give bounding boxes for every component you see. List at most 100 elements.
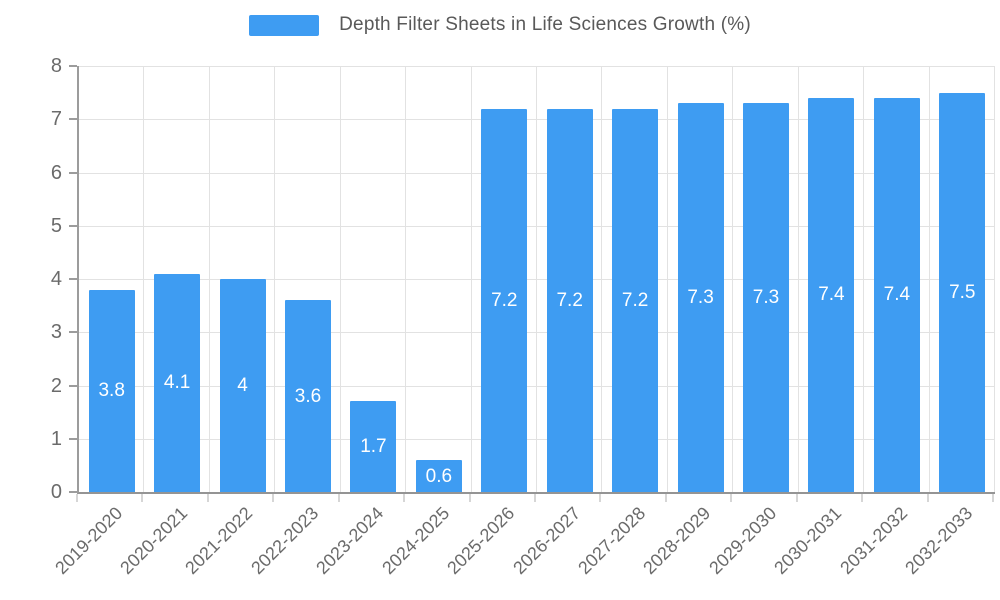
x-tick-label: 2032-2033	[901, 503, 977, 579]
y-tick-label: 3	[50, 321, 62, 344]
bar-2023-2024[interactable]: 1.7	[350, 401, 397, 492]
x-tick-mark	[861, 494, 864, 502]
gridline-horizontal	[79, 172, 995, 174]
bar-2026-2027[interactable]: 7.2	[546, 108, 593, 492]
x-tick-mark	[403, 494, 406, 502]
bar-2032-2033[interactable]: 7.5	[939, 92, 986, 492]
bar-2025-2026[interactable]: 7.2	[481, 108, 528, 492]
y-tick-mark	[69, 491, 77, 493]
y-tick-label: 5	[50, 214, 62, 237]
gridline-vertical	[339, 66, 341, 492]
gridline-horizontal	[79, 279, 995, 280]
bar-value-label: 7.2	[491, 289, 518, 311]
x-tick-label: 2028-2029	[639, 503, 715, 579]
x-tick-mark	[795, 494, 798, 502]
legend-swatch	[249, 14, 320, 36]
gridline-horizontal	[79, 66, 995, 67]
y-tick-mark	[69, 65, 77, 67]
bar-value-label: 4.1	[163, 372, 191, 394]
gridline-horizontal	[79, 385, 995, 387]
y-tick-mark	[69, 331, 77, 334]
y-tick-label: 4	[50, 268, 62, 290]
x-tick-label: 2022-2023	[247, 503, 323, 579]
bar-value-label: 1.7	[360, 436, 387, 458]
bar-2031-2032[interactable]: 7.4	[873, 97, 920, 492]
y-tick-mark	[69, 171, 77, 174]
bar-value-label: 3.8	[98, 380, 125, 402]
gridline-horizontal	[79, 225, 995, 227]
y-tick-label: 1	[50, 427, 62, 450]
gridline-horizontal	[79, 332, 995, 334]
bar-value-label: 3.6	[294, 385, 322, 407]
y-tick-mark	[69, 118, 77, 121]
x-tick-mark	[599, 494, 602, 502]
gridline-vertical	[208, 66, 210, 492]
bar-2030-2031[interactable]: 7.4	[808, 97, 855, 492]
x-tick-mark	[76, 494, 78, 502]
gridline-vertical	[601, 66, 603, 492]
bar-value-label: 0.6	[425, 465, 453, 487]
x-tick-mark	[992, 494, 994, 502]
y-tick-mark	[69, 224, 77, 227]
x-tick-mark	[730, 494, 733, 502]
gridline-vertical	[536, 66, 537, 492]
x-tick-label: 2023-2024	[312, 503, 388, 579]
x-tick-label: 2025-2026	[443, 503, 519, 579]
y-tick-mark	[69, 437, 77, 440]
x-tick-mark	[664, 494, 667, 502]
bar-2028-2029[interactable]: 7.3	[677, 103, 724, 492]
bar-2021-2022[interactable]: 4	[219, 279, 266, 492]
y-tick-mark	[69, 278, 77, 280]
bar-2027-2028[interactable]: 7.2	[612, 108, 659, 492]
bar-value-label: 7.3	[752, 287, 780, 309]
bar-2029-2030[interactable]: 7.3	[743, 103, 789, 492]
bar-value-label: 7.2	[556, 289, 583, 311]
bar-2024-2025[interactable]: 0.6	[415, 460, 462, 492]
bar-2022-2023[interactable]: 3.6	[285, 300, 331, 492]
gridline-vertical	[994, 66, 995, 492]
gridline-vertical	[274, 66, 276, 492]
bar-value-label: 7.5	[949, 281, 976, 303]
x-tick-label: 2031-2032	[835, 503, 912, 579]
legend-label: Depth Filter Sheets in Life Sciences Gro…	[339, 14, 751, 35]
x-tick-label: 2020-2021	[116, 503, 192, 579]
gridline-vertical	[470, 66, 472, 492]
y-tick-label: 0	[50, 481, 62, 503]
bar-value-label: 7.4	[883, 284, 911, 306]
y-tick-label: 6	[50, 161, 62, 184]
x-tick-label: 2024-2025	[377, 503, 454, 579]
gridline-vertical	[928, 66, 930, 492]
x-tick-label: 2027-2028	[574, 503, 650, 579]
x-tick-label: 2029-2030	[705, 503, 781, 579]
plot-area: 3.8 4.1 4 3.6 1.7 0.6 7.2 7.2 7.2 7.3 7.3 7.4 7.4 7.5	[77, 66, 995, 494]
gridline-vertical	[405, 66, 407, 492]
x-tick-mark	[468, 494, 471, 502]
bar-2019-2020[interactable]: 3.8	[88, 289, 135, 492]
bar-value-label: 4	[237, 375, 248, 396]
x-tick-mark	[337, 494, 340, 502]
y-tick-label: 2	[50, 374, 62, 397]
bar-2020-2021[interactable]: 4.1	[154, 273, 201, 492]
x-tick-mark	[926, 494, 929, 502]
x-tick-mark	[534, 494, 536, 502]
x-tick-label: 2026-2027	[508, 503, 584, 579]
x-tick-label: 2021-2022	[181, 503, 257, 579]
gridline-horizontal	[79, 438, 995, 440]
gridline-vertical	[666, 66, 668, 492]
bar-value-label: 7.3	[687, 287, 714, 309]
y-tick-mark	[69, 384, 77, 387]
x-tick-mark	[206, 494, 209, 502]
gridline-vertical	[143, 66, 145, 492]
x-tick-label: 2030-2031	[770, 503, 846, 579]
bar-value-label: 7.2	[621, 289, 649, 311]
x-tick-mark	[272, 494, 275, 502]
y-tick-label: 8	[50, 55, 62, 77]
gridline-vertical	[732, 66, 734, 492]
gridline-vertical	[797, 66, 799, 492]
gridline-horizontal	[79, 119, 995, 121]
x-tick-label: 2019-2020	[50, 503, 126, 579]
y-tick-label: 7	[50, 108, 62, 131]
bar-value-label: 7.4	[818, 284, 845, 306]
chart-legend[interactable]: Depth Filter Sheets in Life Sciences Gro…	[0, 14, 1000, 36]
